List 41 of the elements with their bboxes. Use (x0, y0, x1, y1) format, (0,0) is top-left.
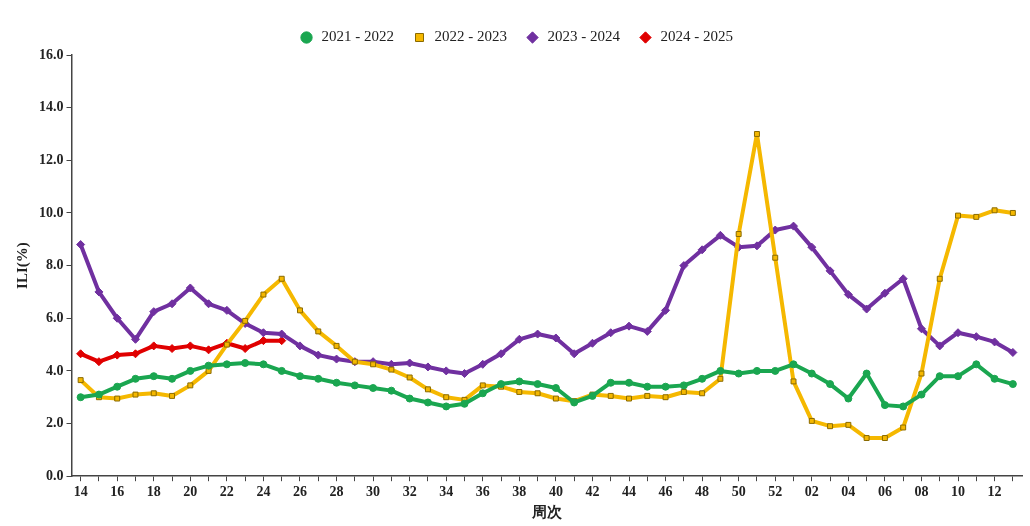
x-tick-label: 38 (512, 484, 527, 500)
x-tick-label: 34 (439, 484, 454, 500)
x-tick-label: 14 (73, 484, 88, 500)
x-tick-label: 16 (110, 484, 125, 500)
x-tick-label: 12 (987, 484, 1002, 500)
y-tick-label: 0.0 (46, 467, 64, 483)
x-tick-label: 52 (768, 484, 783, 500)
x-tick-label: 06 (877, 484, 892, 500)
legend-label: 2021 - 2022 (321, 28, 395, 45)
y-tick-label: 8.0 (46, 257, 64, 273)
y-tick-label: 4.0 (46, 362, 64, 378)
legend-label: 2024 - 2025 (660, 28, 733, 45)
x-tick-label: 18 (146, 484, 161, 500)
x-tick-label: 22 (219, 484, 234, 500)
x-tick-label: 50 (731, 484, 746, 500)
x-tick-label: 40 (548, 484, 563, 500)
x-tick-label: 46 (658, 484, 673, 500)
x-axis-title: 周次 (530, 503, 563, 520)
x-tick-label: 26 (292, 484, 307, 500)
y-tick-label: 6.0 (46, 309, 64, 325)
x-tick-label: 28 (329, 484, 344, 500)
x-tick-label: 02 (804, 484, 819, 500)
x-tick-label: 44 (622, 484, 636, 500)
x-tick-label: 48 (695, 484, 710, 500)
x-tick-label: 24 (256, 484, 271, 500)
legend-label: 2022 - 2023 (434, 28, 507, 45)
x-tick-label: 32 (402, 484, 417, 500)
y-tick-label: 14.0 (39, 99, 64, 115)
y-tick-label: 2.0 (46, 415, 64, 431)
x-tick-label: 30 (366, 484, 381, 500)
y-tick-label: 12.0 (39, 151, 64, 167)
x-tick-label: 08 (914, 484, 929, 500)
x-tick-label: 04 (841, 484, 856, 500)
y-tick-label: 10.0 (39, 204, 64, 220)
legend-label: 2023 - 2024 (547, 28, 621, 45)
y-tick-label: 16.0 (39, 46, 64, 62)
y-axis-title: ILI(%) (13, 242, 31, 289)
x-tick-label: 10 (951, 484, 966, 500)
x-tick-label: 36 (475, 484, 490, 500)
x-tick-label: 42 (585, 484, 600, 500)
x-tick-label: 20 (183, 484, 198, 500)
